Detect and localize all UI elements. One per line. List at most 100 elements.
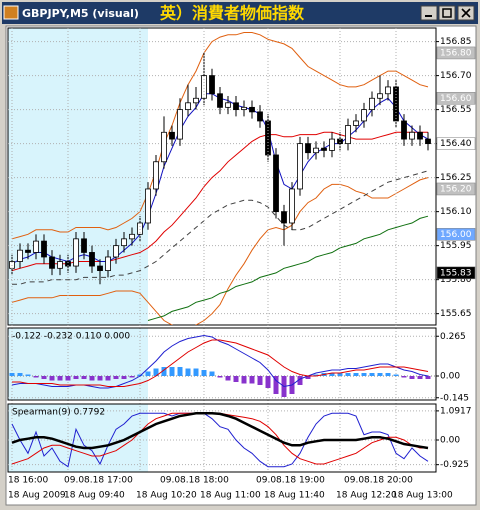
y-tick-label: 156.55	[440, 105, 472, 115]
plot-layer: 156.85 156.70 156.55 156.40 156.25 156.10 155.…	[7, 27, 476, 501]
candle-body	[209, 75, 215, 95]
candle-body	[137, 222, 143, 235]
candle-body	[169, 131, 175, 140]
indicator-line	[11, 177, 429, 325]
x-tick-label-upper: 09.08.18 19:00	[256, 476, 325, 486]
price-label-box	[436, 92, 476, 105]
candle-body	[353, 120, 359, 126]
histogram-bar	[345, 373, 351, 376]
y-tick-label: 0.265	[440, 332, 466, 342]
indicator-label: Spearman(9) 0.7792	[12, 408, 105, 418]
histogram-bar	[129, 376, 135, 378]
y-tick-label: -0.925	[440, 460, 469, 470]
candle-body	[17, 249, 23, 262]
histogram-bar	[353, 373, 359, 376]
histogram-bar	[361, 373, 367, 376]
histogram-bar	[385, 373, 391, 376]
candle-body	[113, 245, 119, 258]
candle-body	[409, 131, 415, 140]
candle-body	[265, 120, 271, 156]
histogram-bar	[153, 368, 159, 376]
candle-body	[401, 120, 407, 140]
x-tick-label: 18 Aug 09:40	[64, 491, 125, 501]
candle-body	[297, 143, 303, 190]
price-label-box	[436, 266, 476, 280]
candle-body	[425, 138, 431, 145]
panel-frame	[7, 327, 437, 401]
histogram-bar	[201, 370, 207, 376]
indicator-line	[11, 412, 429, 450]
candle-body	[345, 125, 351, 145]
candle-body	[249, 106, 255, 113]
price-label: 156.40	[440, 139, 472, 149]
histogram-bar	[313, 374, 319, 376]
y-tick-label: 156.10	[440, 207, 472, 217]
price-label: 156.00	[440, 230, 472, 240]
candle-body	[177, 109, 183, 140]
candle-body	[361, 109, 367, 122]
histogram-bar	[89, 376, 95, 381]
x-tick-label-upper: 09.08.18 18:00	[160, 476, 229, 486]
x-tick-label: 18 Aug 10:20	[136, 491, 197, 501]
histogram-bar	[377, 373, 383, 376]
histogram-bar	[121, 376, 127, 379]
window-buttons	[420, 5, 475, 21]
histogram-bar	[193, 368, 199, 376]
y-tick-label: 1.0917	[440, 406, 472, 416]
candle-body	[153, 161, 159, 190]
indicator-line	[12, 339, 429, 387]
histogram-bar	[49, 376, 55, 381]
price-label-box	[436, 137, 476, 150]
candle-body	[377, 93, 383, 99]
y-tick-label: 156.70	[440, 71, 472, 81]
indicator-line	[12, 170, 429, 285]
restore-button[interactable]	[438, 5, 456, 21]
y-tick-label: -0.145	[440, 393, 469, 403]
candle-body	[105, 256, 111, 271]
histogram-bar	[185, 368, 191, 376]
price-label-box	[436, 182, 476, 196]
minimize-button[interactable]	[420, 5, 438, 21]
histogram-bar	[369, 373, 375, 376]
price-label-box	[436, 46, 476, 60]
candle-body	[385, 86, 391, 95]
x-tick-label: 18 Aug 11:40	[264, 491, 325, 501]
x-tick-label: 18 Aug 11:00	[200, 491, 261, 501]
x-tick-label-upper: 09.08.18 17:00	[64, 476, 133, 486]
candle-body	[313, 147, 319, 154]
candle-body	[241, 106, 247, 111]
candle-body	[65, 261, 71, 267]
histogram-bar	[241, 376, 247, 384]
panel-plot	[8, 334, 436, 399]
y-tick-label: 155.65	[440, 309, 472, 319]
histogram-bar	[105, 376, 111, 381]
histogram-bar	[113, 376, 119, 379]
price-label: 156.20	[440, 184, 472, 194]
histogram-bar	[145, 371, 151, 376]
histogram-bar	[329, 373, 335, 376]
window-icon	[3, 5, 19, 20]
histogram-bar	[137, 374, 143, 376]
candle-body	[25, 249, 31, 253]
history-shade	[8, 28, 148, 325]
candle-body	[97, 265, 103, 271]
y-tick-label: 156.25	[440, 173, 472, 183]
candle-body	[289, 188, 295, 224]
candle-body	[233, 102, 239, 111]
candle-body	[161, 131, 167, 163]
title-bar	[2, 2, 478, 24]
histogram-bar	[41, 376, 47, 379]
x-tick-label: 18 Aug 2009	[8, 491, 66, 501]
indicator-line	[11, 412, 429, 468]
candle-body	[49, 256, 55, 269]
candle-body	[73, 238, 79, 267]
histogram-bar	[337, 373, 343, 376]
candle-body	[217, 93, 223, 108]
histogram-bar	[297, 376, 303, 385]
price-label: 155.83	[440, 268, 472, 278]
histogram-bar	[257, 376, 263, 385]
candle-body	[369, 97, 375, 111]
histogram-bar	[217, 376, 223, 378]
banner: 英）消費者物価指数	[159, 4, 305, 23]
